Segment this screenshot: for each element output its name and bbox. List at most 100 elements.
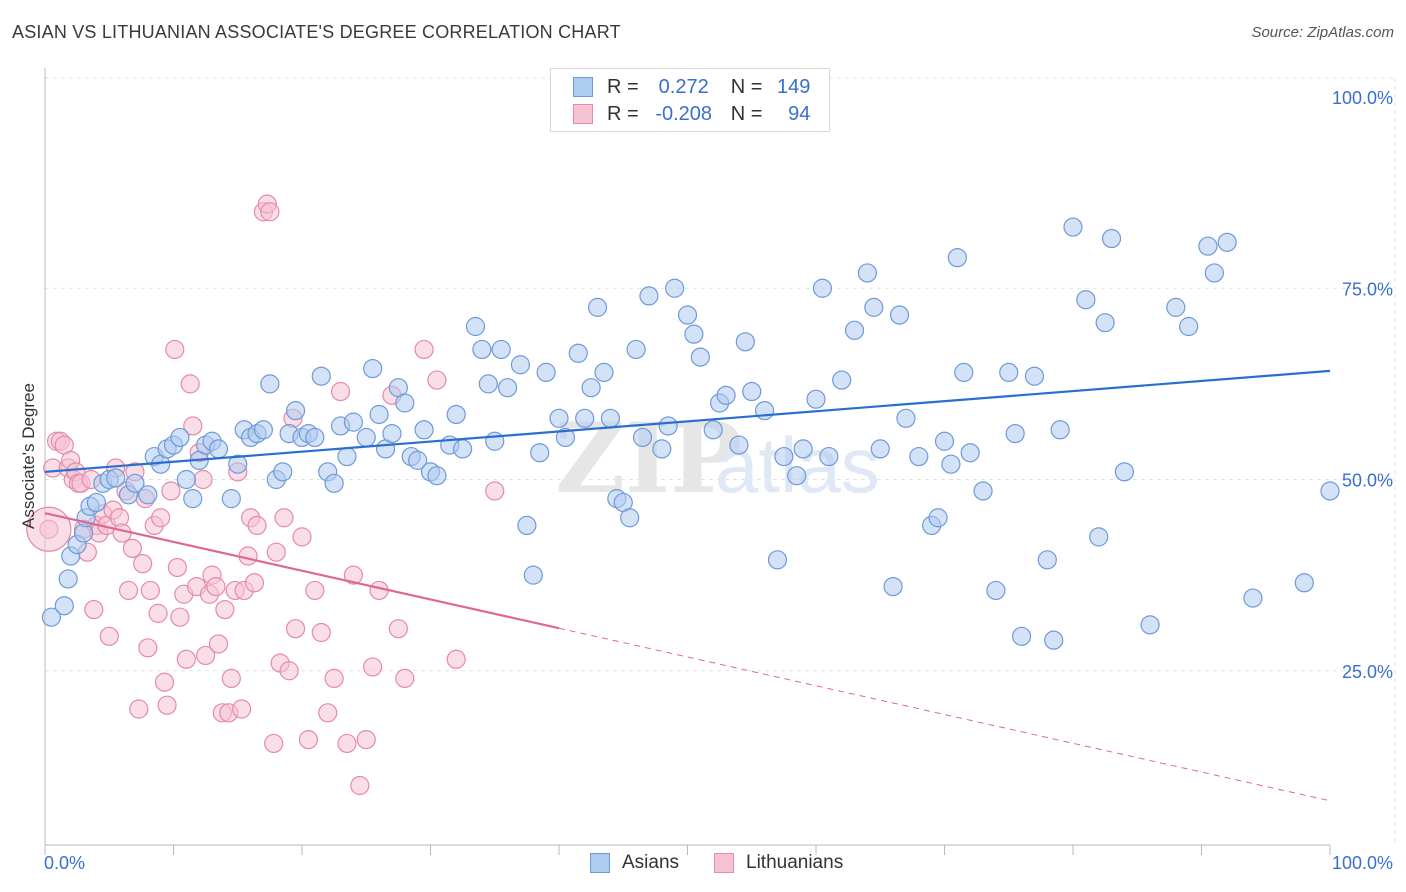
asians-point: [453, 439, 473, 459]
asians-point: [1217, 232, 1237, 252]
asians-point: [176, 469, 196, 490]
asians-point: [363, 358, 383, 379]
lithuanians-point: [395, 668, 415, 689]
y-axis-label: Associate's Degree: [19, 383, 38, 529]
asians-point: [1140, 615, 1160, 635]
lithuanians-point: [148, 603, 168, 623]
asians-point: [735, 332, 755, 352]
lithuanians-point: [363, 657, 383, 677]
asians-point: [369, 404, 389, 425]
lithuanians-point: [244, 573, 265, 593]
asians-point: [819, 446, 839, 467]
lithuanians-point: [285, 619, 306, 639]
asians-point: [1114, 462, 1135, 482]
asians-swatch: [573, 77, 593, 97]
asians-point: [106, 468, 126, 488]
asians-point: [690, 347, 710, 367]
lithuanians-point-large: [26, 506, 72, 552]
asians-points: [41, 217, 1340, 650]
lithuanians-point: [118, 580, 139, 601]
lithuanians-trend-line-extension: [558, 627, 1331, 802]
asians-point: [774, 446, 794, 467]
lithuanians-point: [232, 699, 252, 719]
asians-point: [555, 427, 576, 448]
asians-point: [1037, 550, 1057, 570]
lithuanians-point: [138, 638, 158, 658]
asians-point: [767, 550, 788, 570]
lithuanians-point: [133, 554, 153, 574]
asians-point: [1005, 424, 1025, 444]
asians-point: [620, 508, 640, 528]
asians-point: [1204, 263, 1224, 283]
asians-point: [864, 297, 884, 317]
asians-point: [1011, 626, 1032, 646]
asians-point: [324, 473, 344, 493]
asians-point: [1089, 527, 1109, 547]
lithuanians-point: [388, 619, 408, 639]
lithuanians-point: [279, 661, 299, 681]
asians-point: [934, 431, 955, 451]
lithuanians-point: [292, 527, 312, 547]
lithuanians-point: [350, 775, 370, 796]
asians-point: [844, 320, 865, 340]
n-label: N =: [730, 102, 763, 125]
asians-point: [273, 462, 293, 482]
asians-point: [754, 401, 775, 421]
asians-point: [652, 439, 672, 459]
lithuanians-point: [122, 538, 142, 558]
lithuanians-point: [129, 699, 149, 719]
asians-point: [138, 485, 158, 505]
asians-point: [536, 362, 556, 382]
lithuanians-point: [266, 542, 286, 562]
lithuanians-point: [154, 672, 175, 692]
asians-point: [684, 324, 704, 344]
asians-point: [729, 435, 749, 455]
y-tick-label: 25.0%: [1342, 662, 1393, 682]
asians-point: [517, 515, 537, 536]
asians-point: [478, 374, 498, 394]
lithuanians-point: [485, 481, 505, 501]
asians-point: [1166, 297, 1186, 317]
asians-point: [337, 446, 357, 467]
n-value: 149: [777, 75, 811, 98]
asians-point: [677, 305, 698, 325]
lithuanians-point: [176, 649, 196, 669]
asians-point: [954, 362, 974, 382]
lithuanians-point: [157, 695, 177, 715]
r-value: -0.208: [655, 102, 713, 125]
asians-point: [1320, 481, 1340, 501]
lithuanians-point: [170, 607, 190, 627]
asians-point: [973, 481, 993, 501]
asians-point: [427, 466, 447, 486]
asians-point: [395, 393, 415, 413]
legend-item-lithuanians[interactable]: Lithuanians: [714, 852, 843, 874]
y-tick-label: 50.0%: [1342, 471, 1393, 491]
asians-point: [716, 385, 736, 405]
lithuanians-point: [112, 523, 132, 543]
asians-point: [1198, 236, 1218, 256]
r-value: 0.272: [658, 75, 709, 98]
asians-point: [581, 378, 601, 398]
x-tick-label-min: 0.0%: [44, 853, 85, 873]
lithuanians-point: [311, 622, 331, 643]
asians-point: [960, 443, 980, 463]
lithuanians-point: [180, 374, 200, 394]
asians-point: [889, 305, 910, 325]
asians-point: [125, 473, 145, 493]
lithuanians-point: [206, 576, 226, 597]
asians-point: [857, 263, 878, 283]
asians-point: [658, 416, 678, 436]
asians-point: [941, 454, 961, 474]
trend-lines: [44, 369, 1331, 802]
asians-point: [568, 343, 588, 363]
y-tick-label: 75.0%: [1342, 279, 1393, 299]
asians-point: [575, 408, 595, 428]
asians-point: [812, 278, 833, 298]
asians-point: [472, 339, 492, 360]
asians-point: [285, 401, 306, 421]
asians-point: [228, 454, 248, 474]
legend-item-asians[interactable]: Asians: [590, 852, 679, 874]
lithuanians-point: [356, 729, 376, 750]
lithuanians-point: [427, 370, 447, 390]
lithuanians-point: [196, 645, 216, 666]
